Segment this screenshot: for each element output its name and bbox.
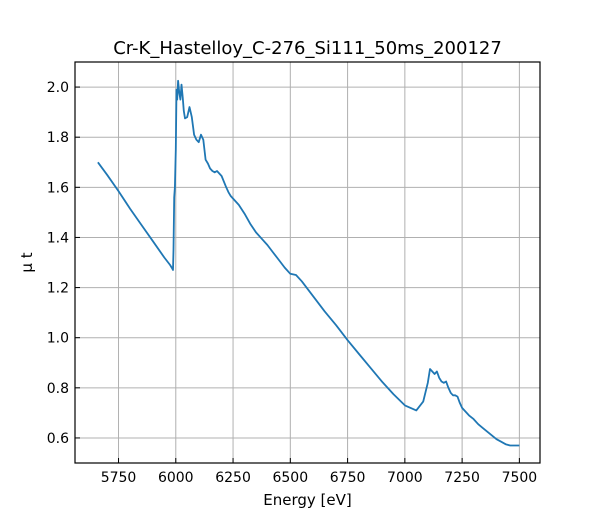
x-tick-label: 7250 xyxy=(444,470,480,486)
x-tick-label: 7500 xyxy=(502,470,538,486)
y-tick-label: 1.6 xyxy=(47,180,69,196)
grid xyxy=(75,62,540,463)
plot-frame xyxy=(74,61,541,464)
y-tick-label: 1.2 xyxy=(47,281,69,297)
y-axis-label: μ t xyxy=(18,252,36,272)
y-tick-label: 1.0 xyxy=(47,331,69,347)
x-tick-label: 7000 xyxy=(387,470,423,486)
x-tick-label: 6000 xyxy=(158,470,194,486)
y-tick-label: 1.8 xyxy=(47,130,69,146)
chart-title: Cr-K_Hastelloy_C-276_Si111_50ms_200127 xyxy=(113,38,502,59)
y-tick-label: 0.8 xyxy=(47,381,69,397)
x-tick-label: 6250 xyxy=(215,470,251,486)
x-tick-label: 6500 xyxy=(272,470,308,486)
ticks: 5750 6000 6250 6500 6750 7000 7250 7500 0.6 0.8 1.… xyxy=(47,80,537,486)
y-tick-label: 2.0 xyxy=(47,80,69,96)
x-tick-label: 6750 xyxy=(330,470,366,486)
x-axis-label: Energy [eV] xyxy=(263,491,351,509)
x-tick-label: 5750 xyxy=(101,470,137,486)
y-tick-label: 0.6 xyxy=(47,431,69,447)
series-line xyxy=(97,79,520,447)
y-tick-label: 1.4 xyxy=(47,230,69,246)
series-layer xyxy=(97,79,520,447)
